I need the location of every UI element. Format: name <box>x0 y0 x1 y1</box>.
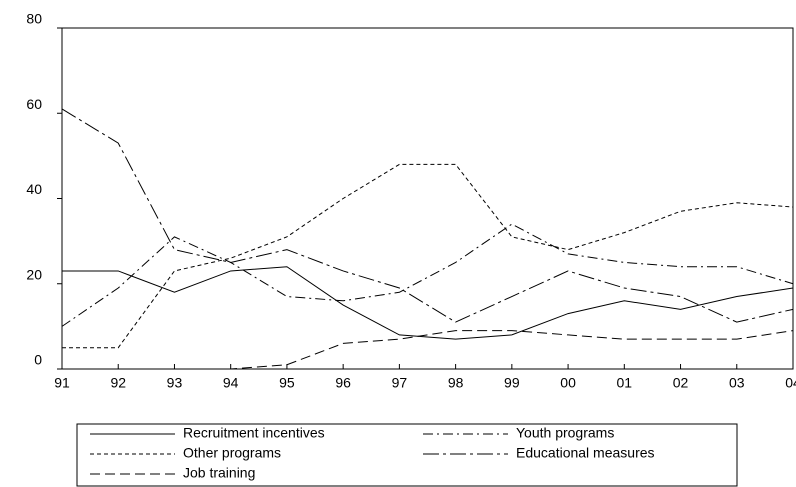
x-tick-label: 01 <box>617 375 633 391</box>
y-tick-label: 80 <box>26 11 42 27</box>
legend-label: Educational measures <box>516 445 655 461</box>
legend-box <box>76 423 738 487</box>
x-tick-label: 94 <box>223 375 239 391</box>
x-tick-label: 04 <box>785 375 796 391</box>
y-tick-label: 60 <box>26 96 42 112</box>
y-tick-label: 20 <box>26 266 42 282</box>
series-line <box>62 163 794 349</box>
x-tick-label: 97 <box>392 375 408 391</box>
legend-label: Recruitment incentives <box>183 425 325 441</box>
x-tick-label: 98 <box>448 375 464 391</box>
series-line <box>61 108 794 323</box>
plot-frame <box>61 27 794 370</box>
legend-label: Youth programs <box>516 425 614 441</box>
x-tick-label: 95 <box>279 375 295 391</box>
series-line <box>62 266 794 340</box>
x-tick-label: 99 <box>504 375 520 391</box>
legend-label: Job training <box>183 465 255 481</box>
series-line <box>62 330 794 370</box>
x-tick-label: 03 <box>729 375 745 391</box>
legend-label: Other programs <box>183 445 281 461</box>
series-line <box>61 223 794 327</box>
x-tick-label: 91 <box>54 375 70 391</box>
y-tick-label: 40 <box>26 181 42 197</box>
x-tick-label: 00 <box>560 375 576 391</box>
x-tick-label: 93 <box>167 375 183 391</box>
x-tick-label: 96 <box>335 375 351 391</box>
x-tick-label: 92 <box>110 375 126 391</box>
x-tick-label: 02 <box>673 375 689 391</box>
y-tick-label: 0 <box>34 352 42 368</box>
